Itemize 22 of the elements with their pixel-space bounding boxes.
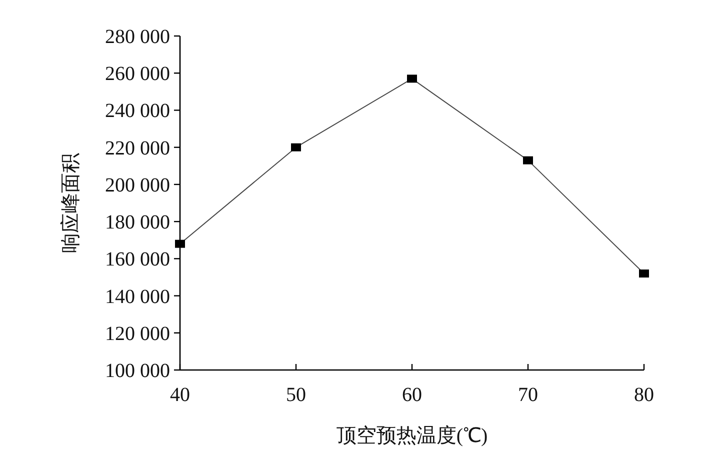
y-tick-label: 140 000 <box>105 286 170 308</box>
y-tick-label: 240 000 <box>105 100 170 122</box>
point <box>175 240 185 248</box>
point <box>523 156 533 164</box>
x-tick-label: 50 <box>286 384 306 406</box>
y-tick-label: 180 000 <box>105 212 170 234</box>
x-tick-label: 70 <box>518 384 538 406</box>
point <box>639 270 649 278</box>
y-tick-label: 120 000 <box>105 322 170 345</box>
y-tick-label: 280 000 <box>105 26 170 48</box>
y-axis-title: 响应峰面积 <box>60 153 82 253</box>
y-tick-label: 220 000 <box>105 137 170 160</box>
x-axis-title: 顶空预热温度(℃) <box>336 425 488 447</box>
y-tick-label: 260 000 <box>105 63 170 86</box>
x-tick-label: 40 <box>170 384 190 406</box>
y-tick-label: 200 000 <box>105 174 170 196</box>
y-tick-label: 100 000 <box>105 360 170 382</box>
point <box>407 74 417 83</box>
x-tick-label: 80 <box>634 384 654 406</box>
point <box>291 143 301 152</box>
y-tick-label: 160 000 <box>105 248 170 271</box>
x-tick-label: 60 <box>402 384 422 406</box>
